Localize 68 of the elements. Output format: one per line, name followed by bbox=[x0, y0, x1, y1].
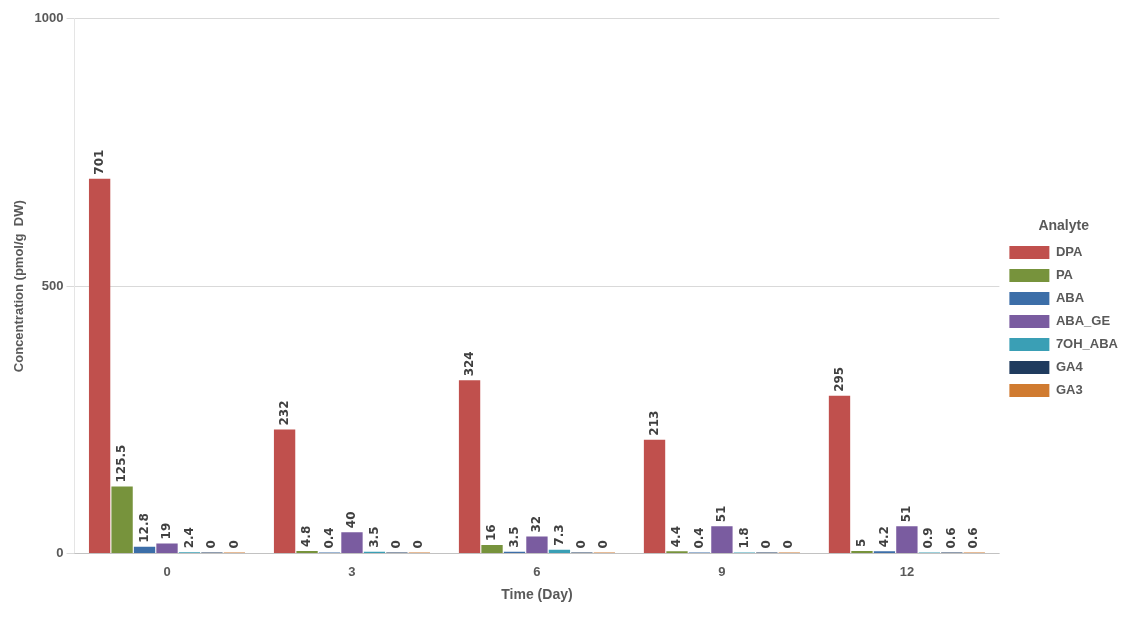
legend-title: Analyte bbox=[1038, 216, 1090, 233]
legend-label: GA4 bbox=[1055, 358, 1084, 374]
x-axis-title: Time (Day) bbox=[501, 586, 573, 603]
legend-label: DPA bbox=[1055, 243, 1083, 259]
data-label: 40 bbox=[344, 511, 359, 529]
bar bbox=[896, 526, 918, 554]
y-axis-title: Concentration (pmol/g DW) bbox=[11, 200, 27, 373]
data-label: 125.5 bbox=[114, 444, 129, 483]
data-label: 232 bbox=[276, 400, 291, 426]
bar bbox=[341, 532, 363, 554]
y-tick-label: 1000 bbox=[34, 10, 64, 26]
data-label: 51 bbox=[714, 505, 729, 523]
bar bbox=[458, 380, 481, 554]
data-label: 0.9 bbox=[921, 527, 936, 549]
data-label: 324 bbox=[461, 351, 476, 377]
x-tick-label: 6 bbox=[533, 563, 541, 579]
legend-label: 7OH_ABA bbox=[1055, 335, 1119, 351]
data-label: 0 bbox=[226, 540, 241, 549]
data-label: 4.2 bbox=[876, 526, 891, 548]
data-label: 0.6 bbox=[966, 527, 981, 549]
bar bbox=[133, 546, 156, 554]
x-tick-label: 12 bbox=[899, 563, 915, 579]
data-label: 4.4 bbox=[669, 525, 684, 548]
x-tick-label: 3 bbox=[348, 563, 356, 579]
legend-label: PA bbox=[1055, 266, 1074, 282]
data-label: 0 bbox=[411, 540, 426, 549]
data-label: 0.6 bbox=[943, 527, 958, 549]
data-label: 213 bbox=[646, 410, 661, 436]
data-label: 3.5 bbox=[366, 526, 381, 548]
data-label: 0 bbox=[596, 540, 611, 549]
x-tick-label: 0 bbox=[163, 563, 171, 579]
data-label: 0 bbox=[389, 540, 404, 549]
data-label: 51 bbox=[899, 505, 914, 523]
data-label: 1.8 bbox=[736, 527, 751, 549]
bar bbox=[851, 550, 873, 554]
legend-label: ABA bbox=[1055, 289, 1085, 305]
data-label: 0.4 bbox=[321, 527, 336, 549]
x-tick-label: 9 bbox=[718, 563, 726, 579]
data-label: 12.8 bbox=[136, 513, 151, 543]
data-label: 32 bbox=[529, 515, 544, 533]
bar bbox=[296, 551, 318, 554]
bar bbox=[643, 439, 666, 554]
data-label: 2.4 bbox=[181, 527, 196, 549]
data-label: 16 bbox=[484, 524, 499, 542]
data-label: 19 bbox=[159, 522, 174, 540]
bar bbox=[88, 178, 111, 554]
data-label: 295 bbox=[831, 366, 846, 392]
bar bbox=[711, 526, 733, 554]
data-label: 7.3 bbox=[551, 524, 566, 546]
data-label: 701 bbox=[91, 149, 106, 175]
bar bbox=[481, 545, 503, 554]
bar bbox=[828, 395, 851, 554]
data-label: 5 bbox=[854, 538, 869, 547]
bar bbox=[273, 429, 296, 554]
y-tick-label: 500 bbox=[41, 277, 64, 293]
data-label: 0 bbox=[573, 540, 588, 549]
bar bbox=[526, 536, 548, 554]
bar bbox=[156, 543, 178, 554]
data-label: 0 bbox=[758, 540, 773, 549]
data-label: 4.8 bbox=[299, 525, 314, 548]
data-label: 0.4 bbox=[691, 527, 706, 549]
y-tick-label: 0 bbox=[56, 545, 64, 561]
legend-label: GA3 bbox=[1055, 381, 1083, 397]
data-label: 0 bbox=[781, 540, 796, 549]
legend-label: ABA_GE bbox=[1055, 312, 1111, 328]
data-label: 0 bbox=[204, 540, 219, 549]
data-label: 3.5 bbox=[506, 526, 521, 548]
bar bbox=[111, 486, 133, 554]
